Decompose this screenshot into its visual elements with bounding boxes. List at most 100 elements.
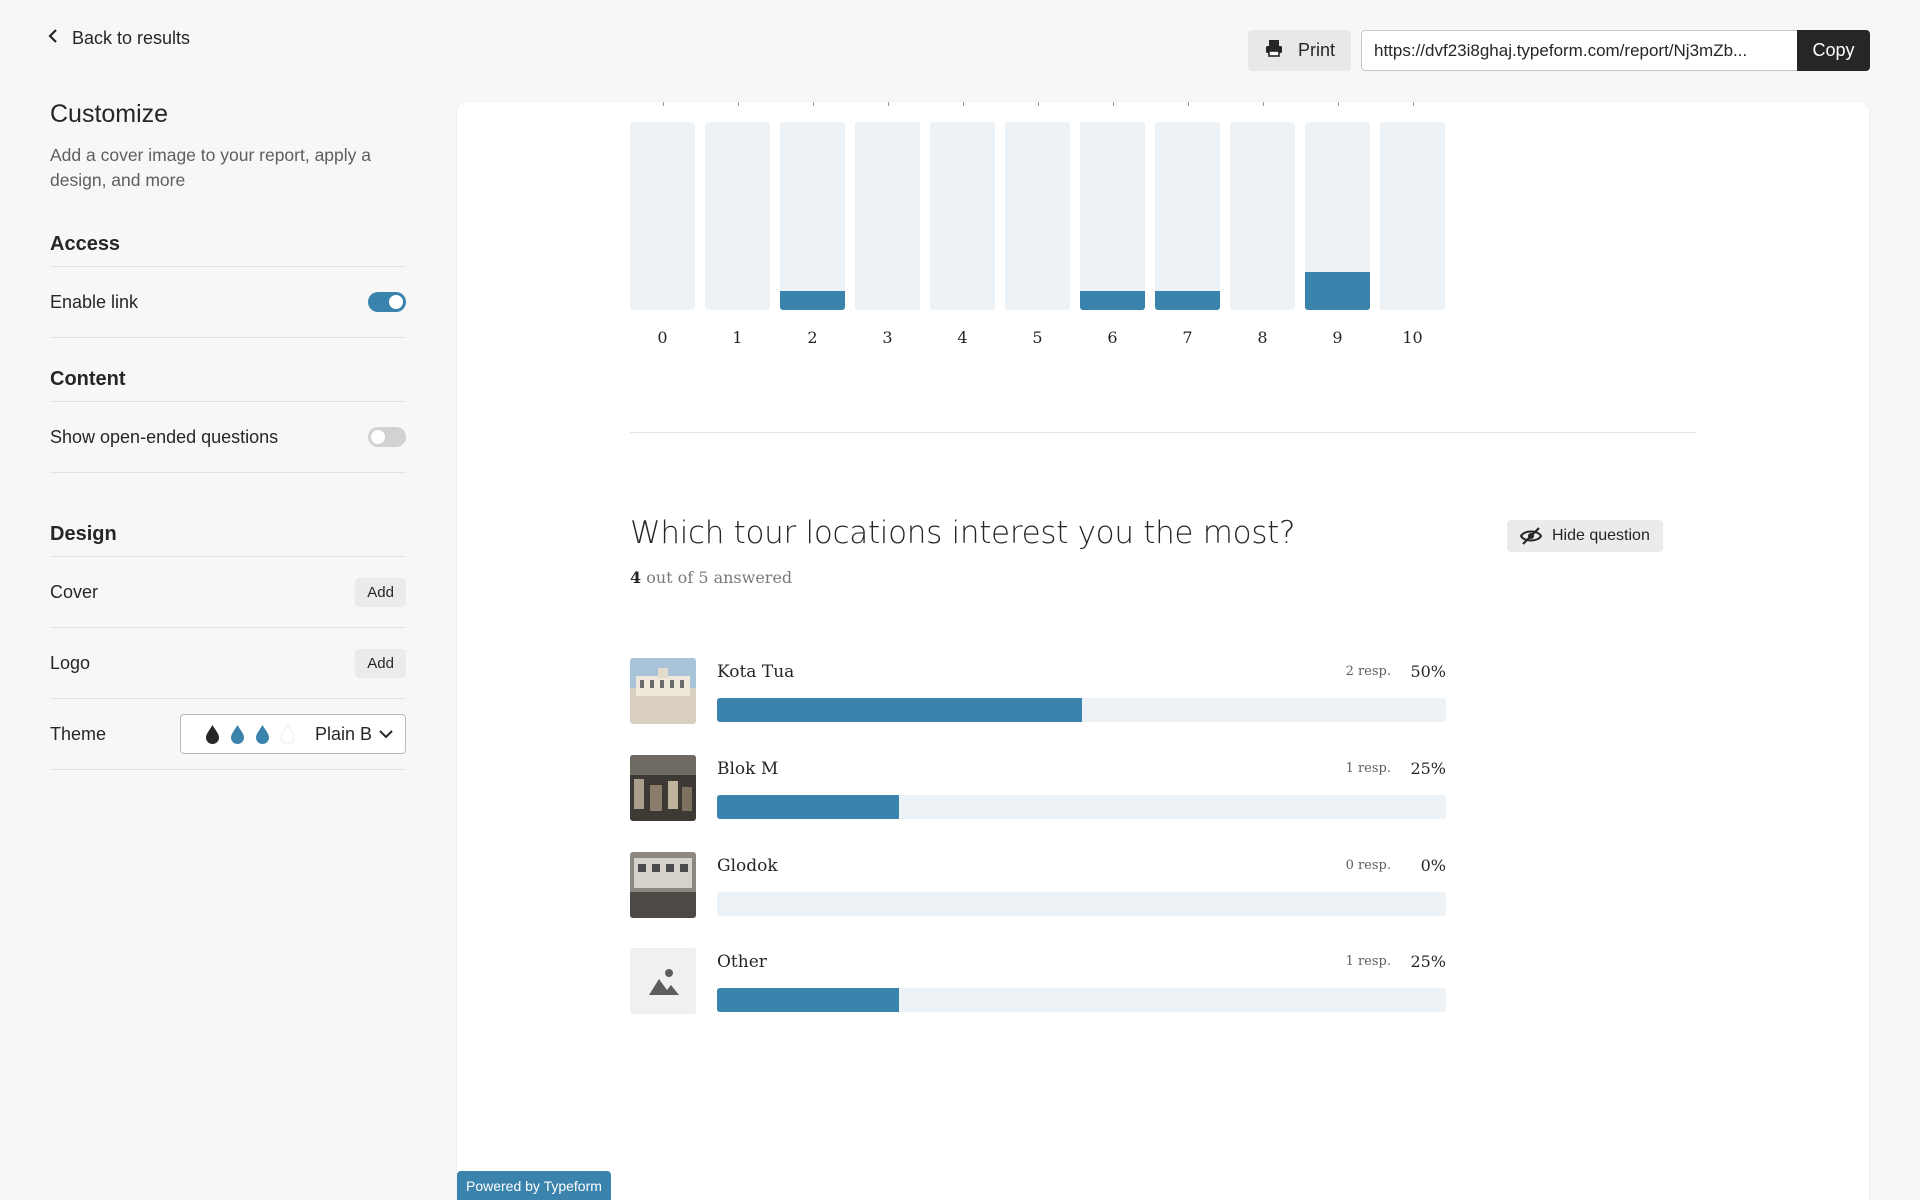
answered-summary: 4 out of 5 answered <box>630 568 792 587</box>
cover-row: Cover Add <box>50 557 406 628</box>
logo-label: Logo <box>50 652 91 673</box>
print-label: Print <box>1297 40 1335 60</box>
scale-bar-fill <box>1080 291 1145 310</box>
answer-option: Kota Tua 2 resp. 50% <box>630 658 1446 724</box>
question-title: Which tour locations interest you the mo… <box>630 515 1296 551</box>
toggle-knob <box>389 295 403 309</box>
option-response-count: 1 resp. <box>1345 761 1391 776</box>
enable-link-label: Enable link <box>50 291 139 312</box>
axis-tick <box>1263 102 1264 106</box>
scale-bar-6 <box>1080 122 1145 310</box>
scale-label: 5 <box>1032 328 1043 347</box>
open-ended-label: Show open-ended questions <box>50 426 279 447</box>
scale-label: 9 <box>1332 328 1343 347</box>
axis-tick <box>738 102 739 106</box>
design-section-title: Design <box>50 523 406 557</box>
scale-label: 6 <box>1107 328 1118 347</box>
hide-question-label: Hide question <box>1552 527 1650 544</box>
answered-rest: out of 5 answered <box>641 568 793 587</box>
drop-icon-white <box>280 724 295 744</box>
scale-label: 3 <box>882 328 893 347</box>
answer-option: Other 1 resp. 25% <box>630 948 1446 1014</box>
axis-tick <box>963 102 964 106</box>
option-bar-track <box>717 988 1446 1012</box>
option-thumbnail <box>630 658 696 724</box>
copy-button[interactable]: Copy <box>1797 30 1870 71</box>
enable-link-row: Enable link <box>50 267 406 338</box>
add-cover-button[interactable]: Add <box>355 577 406 607</box>
scale-label: 1 <box>732 328 743 347</box>
report-url-field[interactable]: https://dvf23i8ghaj.typeform.com/report/… <box>1361 30 1797 71</box>
scale-bar-2 <box>780 122 845 310</box>
print-button[interactable]: Print <box>1247 30 1351 71</box>
option-thumbnail <box>630 755 696 821</box>
option-bar-fill <box>717 988 900 1012</box>
scale-label: 2 <box>807 328 818 347</box>
theme-name: Plain B <box>315 723 371 744</box>
option-percentage: 25% <box>1410 952 1446 971</box>
scale-bar-fill <box>780 291 845 310</box>
cover-label: Cover <box>50 581 99 602</box>
scale-label: 7 <box>1182 328 1193 347</box>
option-bar-fill <box>717 698 1082 722</box>
theme-select[interactable]: Plain B <box>180 714 406 754</box>
back-to-results-link[interactable]: Back to results <box>48 28 190 49</box>
scale-bar-4 <box>930 122 995 310</box>
answer-option: Blok M 1 resp. 25% <box>630 755 1446 821</box>
add-logo-button[interactable]: Add <box>355 648 406 678</box>
scale-bar-3 <box>855 122 920 310</box>
axis-tick <box>663 102 664 106</box>
hide-question-button[interactable]: Hide question <box>1507 520 1663 552</box>
printer-icon <box>1264 38 1284 63</box>
customize-sidebar: Customize Add a cover image to your repo… <box>50 100 406 770</box>
axis-tick <box>888 102 889 106</box>
scale-bar-8 <box>1230 122 1295 310</box>
theme-row: Theme Plain B <box>50 699 406 770</box>
logo-row: Logo Add <box>50 628 406 699</box>
axis-tick <box>1188 102 1189 106</box>
scale-bar-0 <box>630 122 695 310</box>
axis-tick <box>1113 102 1114 106</box>
option-bar-fill <box>717 795 900 819</box>
answered-count: 4 <box>630 568 642 587</box>
report-card: 0 1 2 3 4 5 6 7 8 9 10 Which tour locations intere… <box>457 102 1869 1200</box>
axis-tick <box>1038 102 1039 106</box>
question-divider <box>630 432 1696 433</box>
theme-label: Theme <box>50 723 107 744</box>
eye-slash-icon <box>1520 527 1542 545</box>
drop-icon-blue <box>256 725 269 744</box>
option-thumbnail <box>630 852 696 918</box>
option-bar-track <box>717 698 1446 722</box>
enable-link-toggle[interactable] <box>368 292 406 312</box>
sidebar-description: Add a cover image to your report, apply … <box>50 145 372 190</box>
scale-label: 10 <box>1402 328 1423 347</box>
option-response-count: 2 resp. <box>1345 664 1391 679</box>
share-toolbar: Print https://dvf23i8ghaj.typeform.com/r… <box>1247 30 1870 71</box>
option-response-count: 0 resp. <box>1345 858 1391 873</box>
axis-tick <box>1413 102 1414 106</box>
scale-bar-fill <box>1305 272 1370 310</box>
answer-option: Glodok 0 resp. 0% <box>630 852 1446 918</box>
option-percentage: 25% <box>1410 759 1446 778</box>
content-section-title: Content <box>50 368 406 402</box>
report-link-group: https://dvf23i8ghaj.typeform.com/report/… <box>1361 30 1870 71</box>
scale-bar-10 <box>1380 122 1445 310</box>
scale-bar-5 <box>1005 122 1070 310</box>
scale-bar-fill <box>1155 291 1220 310</box>
open-ended-row: Show open-ended questions <box>50 402 406 473</box>
open-ended-toggle[interactable] <box>368 427 406 447</box>
axis-tick <box>1338 102 1339 106</box>
drop-icon-dark <box>206 725 219 744</box>
option-percentage: 50% <box>1410 662 1446 681</box>
option-percentage: 0% <box>1420 856 1446 875</box>
powered-by-badge[interactable]: Powered by Typeform <box>457 1171 611 1200</box>
option-bar-track <box>717 892 1446 916</box>
option-label: Kota Tua <box>717 662 795 682</box>
chevron-left-icon <box>48 29 60 48</box>
toggle-knob <box>371 430 385 444</box>
option-bar-track <box>717 795 1446 819</box>
option-label: Glodok <box>717 856 778 876</box>
drop-icon-blue <box>231 725 244 744</box>
axis-tick <box>813 102 814 106</box>
back-link-label: Back to results <box>72 28 191 48</box>
